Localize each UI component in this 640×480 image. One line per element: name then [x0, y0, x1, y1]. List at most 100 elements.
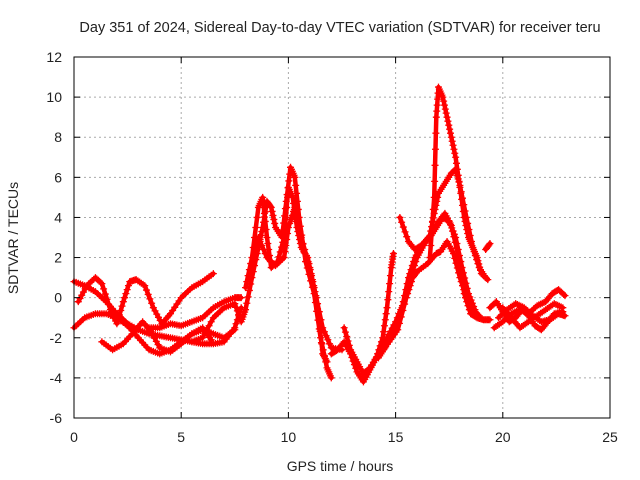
- data-point: [304, 258, 312, 266]
- markers-sat-m: [396, 165, 490, 282]
- data-point: [119, 298, 127, 306]
- markers-sat-r: [499, 300, 567, 332]
- data-point: [201, 330, 209, 338]
- data-point: [141, 282, 149, 290]
- data-point: [432, 129, 440, 137]
- data-point: [383, 304, 391, 312]
- data-point: [457, 189, 465, 197]
- data-point: [122, 290, 130, 298]
- axis-ticks: 0 5 10 15 20 25 -6 -4 -2 0 2 4 6 8 10 12: [46, 49, 618, 445]
- data-point: [441, 105, 449, 113]
- data-point: [430, 193, 438, 201]
- data-point: [389, 328, 397, 336]
- data-point: [100, 285, 108, 293]
- data-point: [263, 234, 271, 241]
- data-point: [475, 260, 483, 268]
- data-point: [459, 269, 467, 277]
- markers-sat-n: [426, 83, 492, 284]
- data-point: [284, 223, 292, 231]
- data-point: [286, 219, 294, 227]
- data-point: [310, 282, 318, 290]
- data-point: [381, 344, 389, 352]
- data-point: [448, 224, 456, 232]
- data-point: [297, 234, 305, 241]
- data-point: [365, 365, 373, 373]
- data-point: [142, 286, 150, 294]
- data-point: [209, 270, 217, 278]
- data-point: [242, 284, 250, 292]
- data-point: [258, 242, 266, 250]
- data-point: [289, 193, 297, 201]
- data-point: [397, 308, 405, 316]
- data-point: [389, 250, 397, 258]
- data-point: [455, 177, 463, 185]
- data-point: [233, 307, 241, 315]
- data-point: [207, 336, 215, 344]
- data-point: [453, 240, 461, 248]
- data-point: [207, 318, 215, 326]
- data-point: [341, 328, 349, 336]
- data-point: [317, 339, 325, 347]
- data-point: [403, 233, 411, 241]
- data-point: [559, 304, 567, 312]
- data-point: [115, 311, 123, 319]
- markers-sat-o: [482, 240, 494, 254]
- y-tick-label: 0: [54, 290, 62, 306]
- markers-sat-s: [495, 300, 569, 326]
- data-point: [445, 217, 453, 225]
- data-point: [315, 316, 323, 324]
- data-point: [295, 221, 303, 229]
- data-point: [322, 356, 330, 364]
- data-point: [449, 250, 457, 258]
- data-point: [450, 230, 458, 238]
- data-point: [243, 299, 251, 307]
- data-point: [402, 286, 410, 294]
- data-point: [118, 302, 126, 310]
- data-point: [407, 266, 415, 274]
- data-point: [483, 274, 491, 282]
- data-point: [269, 211, 277, 219]
- data-point: [462, 221, 470, 229]
- data-point: [283, 236, 291, 244]
- data-point: [203, 326, 211, 334]
- data-point: [458, 195, 466, 203]
- data-point: [344, 337, 352, 345]
- data-point: [271, 219, 279, 227]
- data-point: [232, 303, 240, 311]
- markers-sat-e: [145, 294, 245, 332]
- data-point: [471, 306, 479, 314]
- data-point: [464, 290, 472, 298]
- data-point: [259, 193, 267, 201]
- data-point: [452, 153, 460, 161]
- data-point: [231, 326, 239, 334]
- data-point: [451, 149, 459, 157]
- data-point: [486, 240, 494, 248]
- data-point: [307, 270, 315, 278]
- data-point: [462, 279, 470, 287]
- data-point: [401, 292, 409, 300]
- data-point: [398, 218, 406, 226]
- data-point: [457, 258, 465, 266]
- plot-frame: [73, 56, 611, 419]
- data-point: [312, 294, 320, 302]
- data-point: [114, 315, 122, 323]
- y-tick-label: 2: [54, 250, 62, 266]
- data-point: [322, 332, 330, 340]
- x-tick-label: 0: [70, 429, 78, 445]
- data-point: [395, 312, 403, 320]
- data-point: [464, 229, 472, 237]
- x-tick-label: 25: [602, 429, 618, 445]
- data-point: [432, 113, 440, 121]
- data-point: [264, 240, 272, 248]
- grid-lines: [74, 57, 610, 418]
- data-point: [124, 282, 132, 290]
- data-point: [463, 225, 471, 233]
- data-point: [285, 177, 293, 185]
- y-tick-label: 4: [54, 209, 62, 225]
- data-point: [427, 242, 435, 250]
- data-point: [261, 250, 269, 258]
- data-point: [453, 165, 461, 173]
- data-point: [117, 307, 125, 315]
- data-point: [561, 312, 569, 320]
- data-point: [477, 266, 485, 274]
